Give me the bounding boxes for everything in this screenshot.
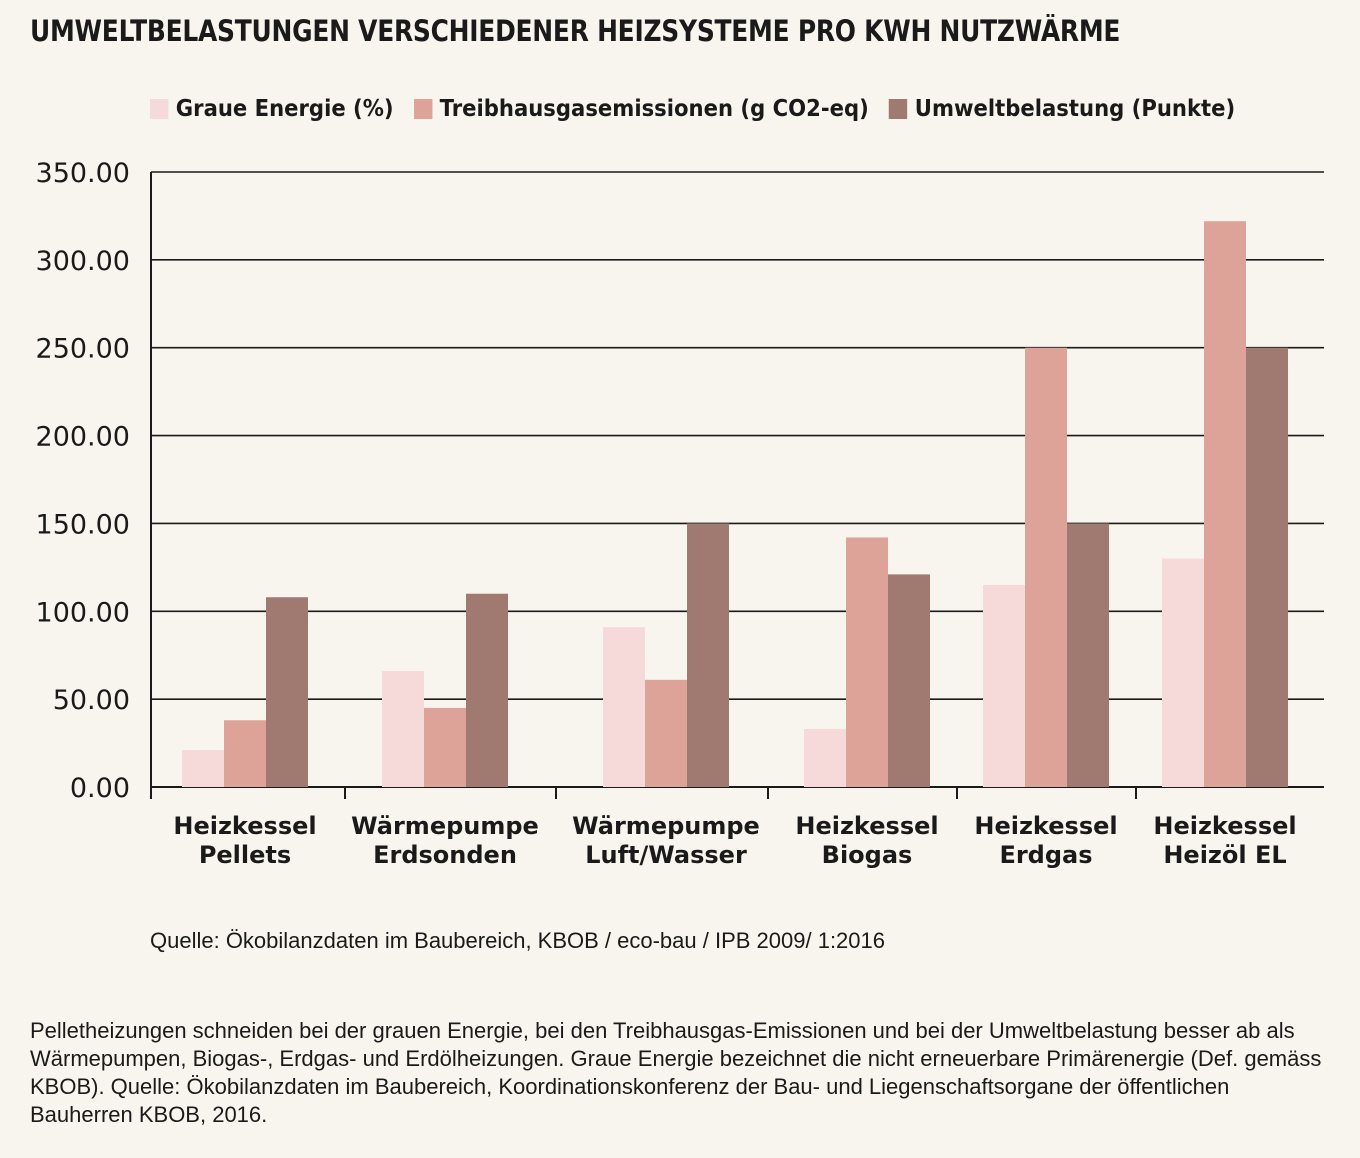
bar-umweltbelastung: [266, 597, 308, 787]
x-category-label: Wärmepumpe: [351, 812, 539, 840]
chart-legend: Graue Energie (%) Treibhausgasemissionen…: [150, 96, 1235, 122]
bar-treibhausgas: [846, 537, 888, 787]
bar-treibhausgas: [645, 679, 687, 787]
x-category-label: Wärmepumpe: [572, 812, 760, 840]
bar-umweltbelastung: [1067, 523, 1109, 787]
x-category-label: Erdsonden: [373, 841, 517, 869]
y-tick-label: 250.00: [36, 334, 130, 365]
x-category-label: Luft/Wasser: [585, 841, 747, 869]
y-tick-label: 0.00: [70, 773, 130, 804]
y-tick-label: 50.00: [53, 685, 130, 716]
bar-graue-energie: [382, 671, 424, 787]
caption-text: Pelletheizungen schneiden bei der grauen…: [30, 1018, 1322, 1127]
bar-graue-energie: [1162, 558, 1204, 787]
bar-graue-energie: [182, 750, 224, 787]
bar-graue-energie: [804, 729, 846, 787]
x-category-label: Heizkessel: [974, 812, 1117, 840]
y-tick-label: 350.00: [36, 158, 130, 189]
bar-umweltbelastung: [888, 574, 930, 787]
bar-treibhausgas: [424, 707, 466, 787]
legend-label-umweltbelastung: Umweltbelastung (Punkte): [914, 96, 1236, 122]
bar-treibhausgas: [1204, 221, 1246, 787]
bar-graue-energie: [603, 627, 645, 787]
x-category-label: Biogas: [822, 841, 913, 869]
x-category-label: Pellets: [199, 841, 291, 869]
x-category-label: Heizkessel: [795, 812, 938, 840]
legend-label-graue-energie: Graue Energie (%): [175, 96, 394, 122]
x-category-label: Heizkessel: [173, 812, 316, 840]
y-tick-label: 100.00: [36, 597, 130, 628]
bar-treibhausgas: [224, 720, 266, 787]
source-note: Quelle: Ökobilanzdaten im Baubereich, KB…: [150, 928, 886, 953]
legend-item-umweltbelastung: Umweltbelastung (Punkte): [889, 96, 1235, 122]
bar-umweltbelastung: [466, 593, 508, 787]
y-tick-label: 300.00: [36, 246, 130, 277]
bar-umweltbelastung: [1246, 347, 1288, 787]
x-category-label: Heizkessel: [1153, 812, 1296, 840]
chart-title: UMWELTBELASTUNGEN VERSCHIEDENER HEIZSYST…: [30, 14, 1121, 48]
x-category-label: Erdgas: [999, 841, 1092, 869]
legend-item-graue-energie: Graue Energie (%): [150, 96, 394, 122]
bar-umweltbelastung: [687, 523, 729, 787]
bar-treibhausgas: [1025, 347, 1067, 787]
y-tick-label: 200.00: [36, 422, 130, 453]
legend-swatch-treibhausgas: [413, 99, 433, 119]
legend-item-treibhausgas: Treibhausgasemissionen (g CO2-eq): [413, 96, 869, 122]
legend-label-treibhausgas: Treibhausgasemissionen (g CO2-eq): [439, 96, 869, 122]
bar-graue-energie: [983, 584, 1025, 787]
legend-swatch-umweltbelastung: [889, 99, 908, 119]
legend-swatch-graue-energie: [150, 99, 169, 119]
x-category-label: Heizöl EL: [1163, 841, 1286, 869]
y-tick-label: 150.00: [36, 509, 130, 540]
bar-chart: 0.00 50.00 100.00 150.00 200.00 250.00 300.00 3…: [36, 158, 1324, 869]
